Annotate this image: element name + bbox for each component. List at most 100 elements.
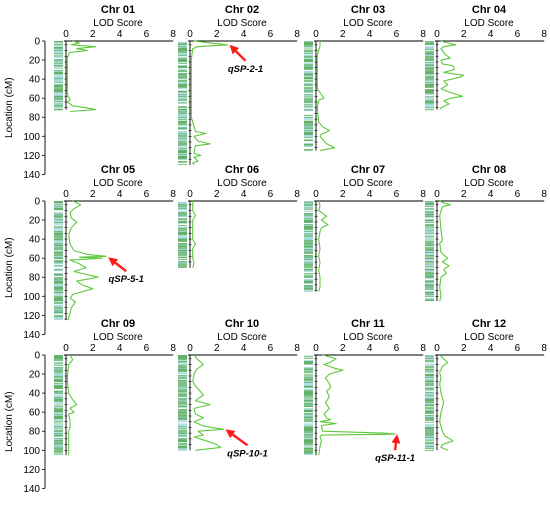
marker-band xyxy=(425,108,434,110)
marker-band xyxy=(304,271,313,272)
marker-band xyxy=(54,290,63,291)
marker-band xyxy=(54,201,63,203)
marker-band xyxy=(425,84,434,86)
marker-band xyxy=(178,375,187,377)
marker-band xyxy=(54,450,63,451)
marker-band xyxy=(54,285,63,286)
marker-band xyxy=(178,151,187,153)
marker-band xyxy=(54,249,63,250)
marker-band xyxy=(54,83,63,85)
marker-band xyxy=(425,207,434,209)
marker-band xyxy=(425,217,434,218)
marker-band xyxy=(304,453,313,455)
marker-band xyxy=(304,66,313,68)
marker-band xyxy=(178,137,187,139)
marker-band xyxy=(304,217,313,218)
marker-band xyxy=(178,447,187,449)
marker-band xyxy=(178,436,187,438)
x-tick-label: 2 xyxy=(461,29,467,40)
marker-band xyxy=(304,450,313,451)
marker-band xyxy=(178,233,187,235)
marker-band xyxy=(54,385,63,386)
marker-band xyxy=(178,363,187,365)
marker-band xyxy=(304,401,313,402)
marker-band xyxy=(54,381,63,383)
marker-band xyxy=(304,424,313,426)
marker-band xyxy=(178,415,187,416)
marker-band xyxy=(304,95,313,96)
marker-band xyxy=(425,203,434,205)
qtl-arrow-shaft xyxy=(393,442,398,451)
marker-band xyxy=(54,96,63,98)
marker-band xyxy=(425,419,434,420)
marker-band xyxy=(178,77,187,79)
marker-band xyxy=(425,107,434,108)
marker-band xyxy=(304,428,313,430)
marker-band xyxy=(425,375,434,377)
marker-band xyxy=(304,403,313,405)
marker-band xyxy=(178,84,187,86)
marker-band xyxy=(178,65,187,67)
x-tick-label: 4 xyxy=(488,343,494,354)
marker-band xyxy=(54,233,63,235)
marker-band xyxy=(304,98,313,100)
marker-band xyxy=(304,392,313,394)
marker-band xyxy=(304,207,313,209)
marker-band xyxy=(304,262,313,264)
marker-band xyxy=(178,261,187,263)
marker-band xyxy=(425,93,434,94)
marker-band xyxy=(178,391,187,392)
marker-band xyxy=(54,100,63,101)
marker-band xyxy=(178,129,187,130)
marker-band xyxy=(178,161,187,163)
marker-band xyxy=(304,425,313,426)
y-tick-label: 0 xyxy=(34,197,40,208)
marker-bar xyxy=(304,41,313,151)
marker-band xyxy=(425,385,434,386)
marker-band xyxy=(54,361,63,363)
marker-band xyxy=(54,307,63,308)
marker-band xyxy=(304,89,313,90)
marker-band xyxy=(178,431,187,432)
marker-band xyxy=(54,47,63,48)
marker-band xyxy=(304,140,313,142)
marker-band xyxy=(178,137,187,138)
marker-band xyxy=(425,57,434,58)
panel-chr-10: Chr 10 LOD Score 0 2 4 6 8 qSP-10-1 xyxy=(178,318,300,459)
marker-band xyxy=(178,121,187,123)
marker-band xyxy=(178,254,187,255)
marker-band xyxy=(54,77,63,78)
marker-band xyxy=(304,419,313,420)
marker-band xyxy=(178,418,187,420)
marker-band xyxy=(304,128,313,130)
marker-band xyxy=(54,367,63,369)
marker-band xyxy=(54,105,63,106)
marker-band xyxy=(304,447,313,449)
marker-band xyxy=(425,438,434,439)
marker-band xyxy=(425,392,434,394)
marker-band xyxy=(304,377,313,378)
marker-band xyxy=(304,120,313,122)
marker-band xyxy=(178,82,187,83)
marker-band xyxy=(54,439,63,441)
marker-band xyxy=(54,282,63,284)
marker-band xyxy=(304,267,313,268)
marker-band xyxy=(178,108,187,110)
marker-band xyxy=(425,368,434,370)
marker-band xyxy=(178,247,187,248)
marker-band xyxy=(54,408,63,409)
marker-band xyxy=(54,360,63,361)
marker-bar xyxy=(304,201,313,292)
marker-band xyxy=(304,280,313,282)
marker-band xyxy=(304,68,313,69)
marker-band xyxy=(304,404,313,406)
marker-band xyxy=(425,450,434,451)
marker-band xyxy=(54,316,63,318)
marker-band xyxy=(304,124,313,125)
marker-band xyxy=(54,92,63,94)
y-tick-label: 20 xyxy=(29,56,41,67)
marker-band xyxy=(304,422,313,424)
marker-band xyxy=(304,445,313,447)
marker-band xyxy=(304,96,313,98)
marker-band xyxy=(178,125,187,126)
